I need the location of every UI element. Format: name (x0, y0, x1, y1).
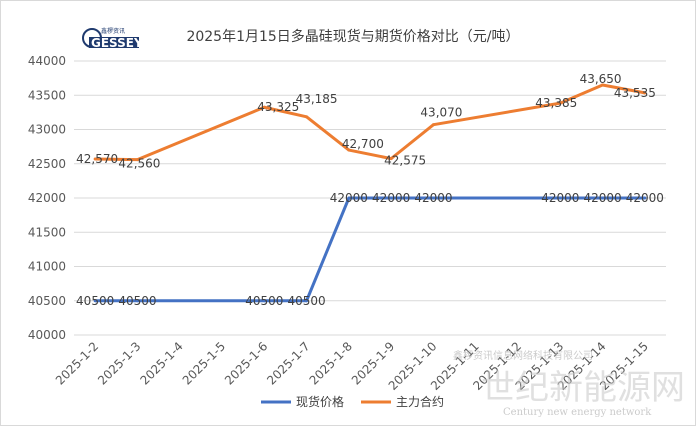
series-lines (93, 83, 647, 303)
y-tick-label: 40500 (28, 294, 66, 308)
chart-title: 2025年1月15日多晶硅现货与期货价格对比（元/吨） (186, 28, 519, 45)
data-point (305, 115, 309, 119)
data-point (431, 196, 435, 200)
data-point (135, 158, 139, 162)
data-point (262, 299, 266, 303)
watermark-main: 世纪新能源网 (481, 368, 685, 408)
data-label: 43,385 (535, 96, 577, 110)
data-point (601, 196, 605, 200)
y-tick-label: 42000 (28, 191, 66, 205)
logo-top-text: 鑫椤资讯 (101, 27, 125, 35)
data-point (93, 157, 97, 161)
data-point (558, 196, 562, 200)
y-tick-label: 42500 (28, 157, 66, 171)
data-label: 42,560 (118, 157, 160, 171)
y-tick-label: 44000 (28, 54, 66, 68)
data-label: 43,535 (614, 86, 656, 100)
data-point (262, 105, 266, 109)
data-point (431, 123, 435, 127)
y-tick-label: 41500 (28, 225, 66, 239)
data-label: 40500 (118, 294, 156, 308)
data-point (135, 299, 139, 303)
data-label: 40500 (287, 294, 325, 308)
watermark: 鑫椤资讯信息网络科技有限公司 世纪新能源网 Century new energy… (453, 349, 685, 418)
data-label: 42000 (626, 191, 664, 205)
data-point (389, 157, 393, 161)
y-axis-ticks: 40000 40500 41000 41500 42000 42500 43000 43500… (28, 54, 66, 342)
data-label: 42000 (414, 191, 452, 205)
data-point (643, 91, 647, 95)
data-point (389, 196, 393, 200)
data-label: 42000 (372, 191, 410, 205)
data-label: 43,650 (580, 72, 622, 86)
y-tick-label: 41000 (28, 260, 66, 274)
x-tick-label: 2025-1-4 (137, 339, 185, 387)
series-line-0 (95, 196, 645, 303)
data-point (558, 101, 562, 105)
data-point (347, 148, 351, 152)
data-label: 42000 (541, 191, 579, 205)
legend-label-futures: 主力合约 (396, 394, 444, 409)
legend: 现货价格 主力合约 (261, 394, 444, 409)
gessey-logo: 鑫椤资讯 GESSEY (82, 27, 143, 50)
data-label: 42,575 (384, 154, 426, 168)
data-point (305, 299, 309, 303)
data-label: 43,325 (257, 100, 299, 114)
x-tick-label: 2025-1-8 (307, 339, 355, 387)
data-label: 40500 (76, 294, 114, 308)
series-line-1 (95, 83, 646, 162)
logo-main-text: GESSEY (91, 36, 143, 50)
data-point (347, 196, 351, 200)
y-tick-label: 40000 (28, 328, 66, 342)
data-point (601, 83, 605, 87)
x-tick-label: 2025-1-2 (53, 339, 101, 387)
x-tick-label: 2025-1-7 (264, 339, 312, 387)
logo-ring (82, 28, 102, 48)
data-point (643, 196, 647, 200)
x-tick-label: 2025-1-5 (180, 339, 228, 387)
data-label: 43,070 (420, 106, 462, 120)
legend-label-spot: 现货价格 (296, 394, 344, 409)
data-label: 42,570 (76, 152, 118, 166)
watermark-sub: Century new energy network (503, 407, 652, 418)
data-label: 42000 (583, 191, 621, 205)
data-label: 42000 (330, 191, 368, 205)
data-point (93, 299, 97, 303)
data-label: 42,700 (342, 137, 384, 151)
y-tick-label: 43000 (28, 123, 66, 137)
logo-banner (89, 37, 139, 48)
y-tick-label: 43500 (28, 88, 66, 102)
data-labels: 40500 40500 40500 40500 42000 42000 42000 42000… (76, 72, 664, 308)
x-tick-label: 2025-1-6 (222, 339, 270, 387)
watermark-overlay: 鑫椤资讯信息网络科技有限公司 (453, 349, 593, 362)
data-label: 40500 (245, 294, 283, 308)
x-tick-label: 2025-1-3 (95, 339, 143, 387)
data-label: 43,185 (296, 92, 338, 106)
